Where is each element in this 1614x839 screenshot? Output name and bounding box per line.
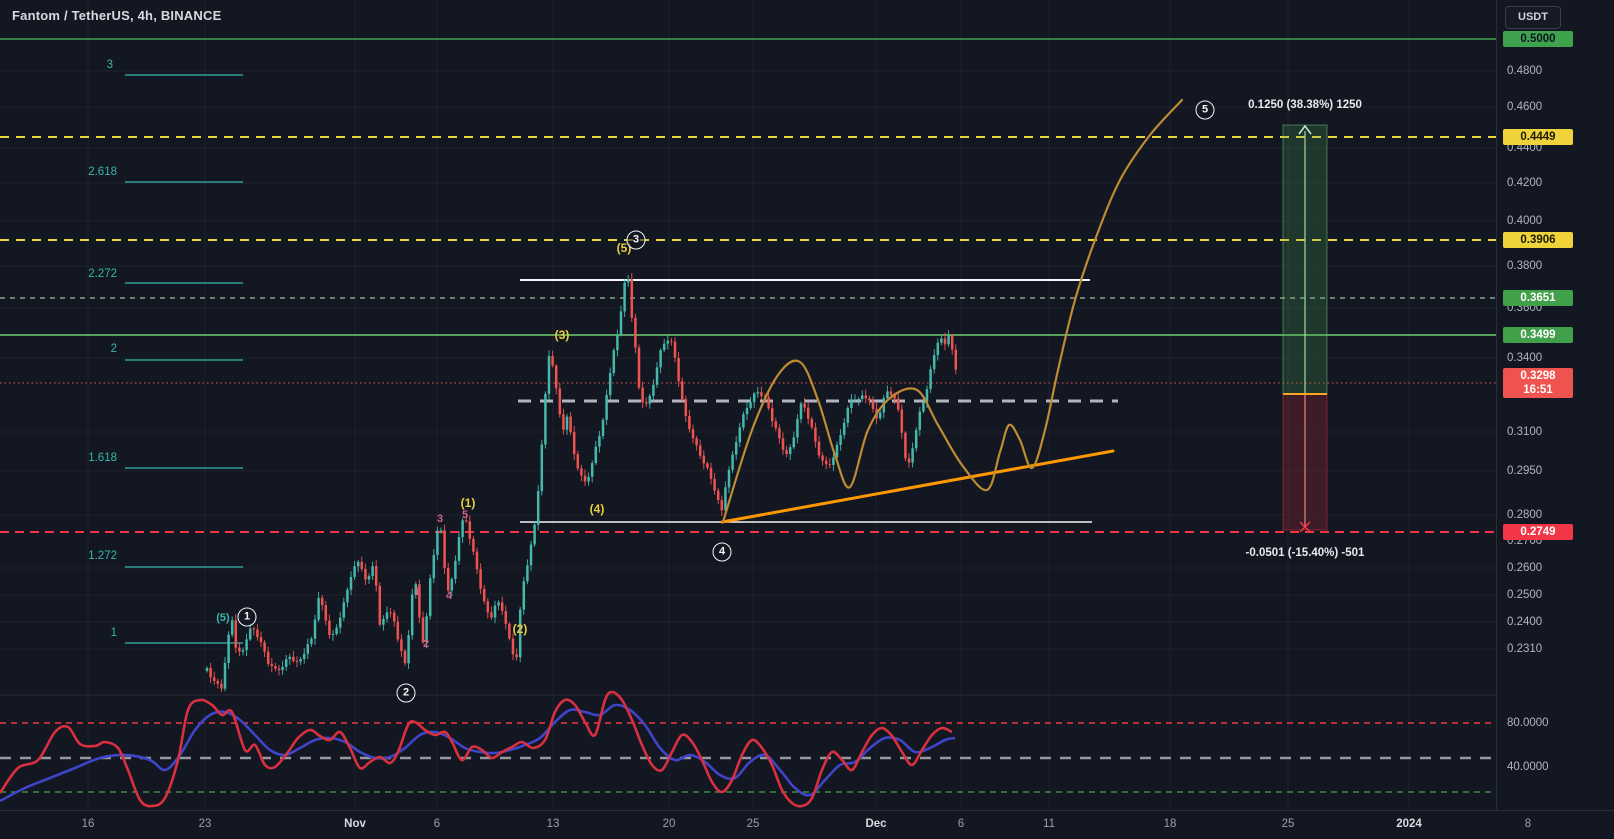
badge-price: 0.3651 <box>1520 292 1556 304</box>
time-label-Dec: Dec <box>865 818 887 830</box>
price-tick-0.2500: 0.2500 <box>1507 589 1543 601</box>
currency-unit-button[interactable]: USDT <box>1505 6 1561 29</box>
time-label-11: 11 <box>1043 818 1055 830</box>
symbol-title: Fantom / TetherUS, 4h, BINANCE <box>12 8 222 23</box>
ascending-trendline <box>720 449 1115 524</box>
price-badge-0.3906: 0.3906 <box>1503 232 1573 248</box>
price-tick-0.4000: 0.4000 <box>1507 215 1543 227</box>
price-tick-0.2400: 0.2400 <box>1507 616 1543 628</box>
price-badge-0.2749: 0.2749 <box>1503 524 1573 540</box>
price-tick-0.2310: 0.2310 <box>1507 643 1543 655</box>
price-tick-0.4600: 0.4600 <box>1507 101 1543 113</box>
candlestick-series <box>205 272 958 692</box>
time-axis[interactable]: 16 23 Nov 6 13 20 25 Dec 6 11 18 25 2024 8 <box>0 810 1614 839</box>
time-label-18: 18 <box>1163 818 1177 830</box>
time-label-13: 13 <box>546 818 560 830</box>
price-tick-0.3100: 0.3100 <box>1507 426 1543 438</box>
stochastic-k-line <box>0 690 953 808</box>
price-badge-0.3499: 0.3499 <box>1503 327 1573 343</box>
chart-canvas[interactable] <box>0 0 1496 810</box>
price-badge-0.3298: 0.3298 16:51 <box>1503 368 1573 398</box>
time-label-2024: 2024 <box>1396 818 1422 830</box>
badge-price: 0.3906 <box>1520 234 1556 246</box>
price-tick-0.2800: 0.2800 <box>1507 509 1543 521</box>
badge-price: 0.2749 <box>1520 526 1556 538</box>
badge-countdown: 16:51 <box>1523 384 1553 396</box>
long-position-stop-cross <box>1299 521 1311 533</box>
price-badge-0.4449: 0.4449 <box>1503 129 1573 145</box>
price-axis[interactable]: USDT 0.4800 0.4600 0.4400 0.4200 0.4000 0.380… <box>1496 0 1614 810</box>
price-tick-80.0000: 80.0000 <box>1507 717 1549 729</box>
long-position-target-arrow <box>1298 124 1312 135</box>
badge-price: 0.5000 <box>1520 33 1556 45</box>
time-label-8: 8 <box>1524 818 1532 830</box>
time-label-6: 6 <box>433 818 441 830</box>
price-tick-0.3400: 0.3400 <box>1507 352 1543 364</box>
price-tick-0.3800: 0.3800 <box>1507 260 1543 272</box>
time-label-20: 20 <box>662 818 676 830</box>
stochastic-d-line <box>0 703 956 803</box>
price-badge-0.5000: 0.5000 <box>1503 31 1573 47</box>
price-tick-0.4800: 0.4800 <box>1507 65 1543 77</box>
price-badge-0.3651: 0.3651 <box>1503 290 1573 306</box>
time-label-23: 23 <box>198 818 212 830</box>
price-tick-0.2600: 0.2600 <box>1507 562 1543 574</box>
time-label-Nov: Nov <box>344 818 366 830</box>
badge-price: 0.4449 <box>1520 131 1556 143</box>
time-label-6: 6 <box>957 818 965 830</box>
time-label-25: 25 <box>1281 818 1295 830</box>
price-tick-40.0000: 40.0000 <box>1507 761 1549 773</box>
price-tick-0.4400: 0.4400 <box>1507 142 1543 154</box>
price-tick-0.2950: 0.2950 <box>1507 465 1543 477</box>
wave-5-projection-curve <box>721 98 1184 524</box>
badge-price: 0.3499 <box>1520 329 1556 341</box>
badge-price: 0.3298 <box>1520 370 1556 382</box>
time-label-16: 16 <box>81 818 95 830</box>
price-tick-0.4200: 0.4200 <box>1507 177 1543 189</box>
time-label-25: 25 <box>746 818 760 830</box>
